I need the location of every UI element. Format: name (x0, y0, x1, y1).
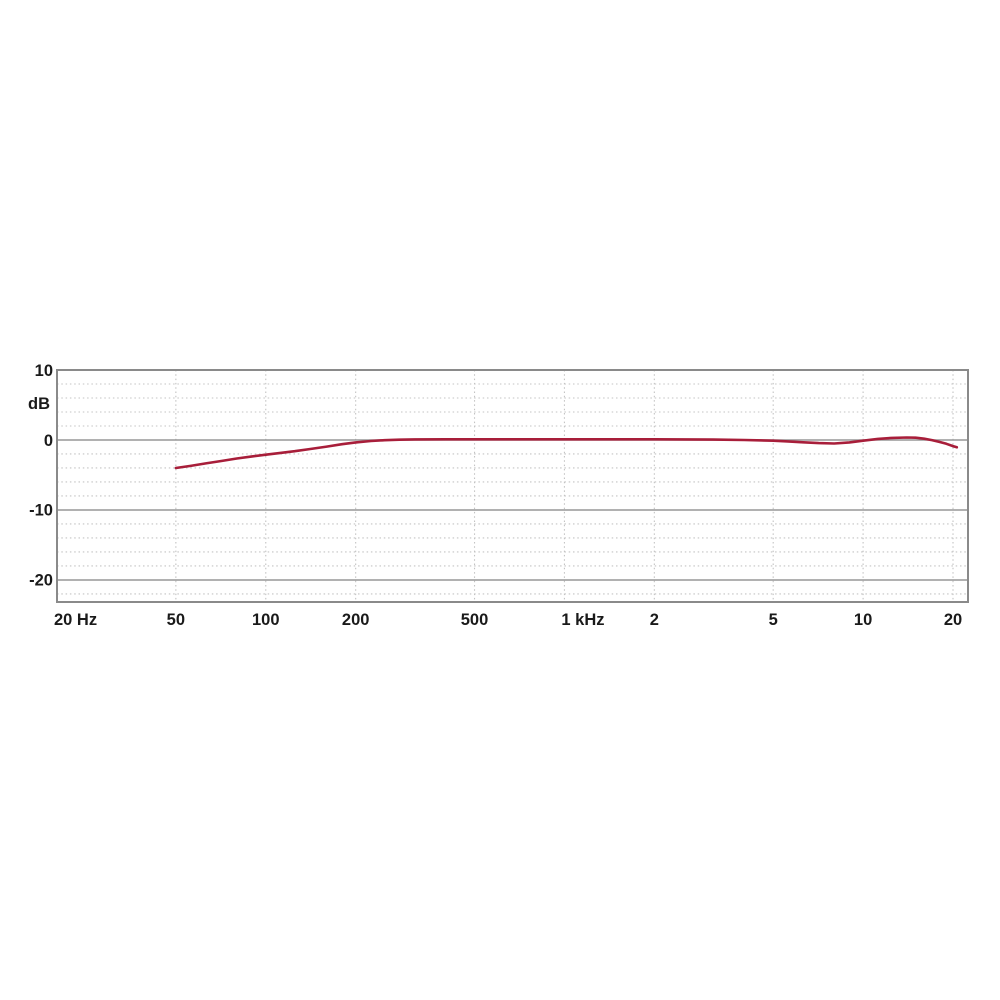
frame-layer (56, 369, 969, 603)
curve-layer (174, 436, 959, 470)
y-axis-tick-label: 10 (35, 362, 53, 380)
y-axis-tick-label: -10 (29, 502, 53, 520)
y-axis-tick-label: 0 (44, 432, 53, 450)
y-axis-unit-label: dB (28, 395, 50, 413)
frequency-response-curve (174, 436, 959, 470)
x-axis-tick-label: 500 (461, 611, 489, 629)
grid-layer (57, 370, 968, 602)
x-axis-tick-label: 50 (167, 611, 185, 629)
x-axis-tick-label: 20 (944, 611, 962, 629)
x-axis-tick-label: 10 (854, 611, 872, 629)
x-axis-tick-label: 200 (342, 611, 370, 629)
x-axis-tick-label: 5 (769, 611, 778, 629)
x-axis-tick-label: 20 Hz (54, 611, 97, 629)
x-axis-tick-label: 1 kHz (561, 611, 604, 629)
plot-frame (56, 369, 969, 603)
y-axis-tick-label: -20 (29, 572, 53, 590)
x-axis-tick-label: 100 (252, 611, 280, 629)
x-axis-tick-label: 2 (650, 611, 659, 629)
